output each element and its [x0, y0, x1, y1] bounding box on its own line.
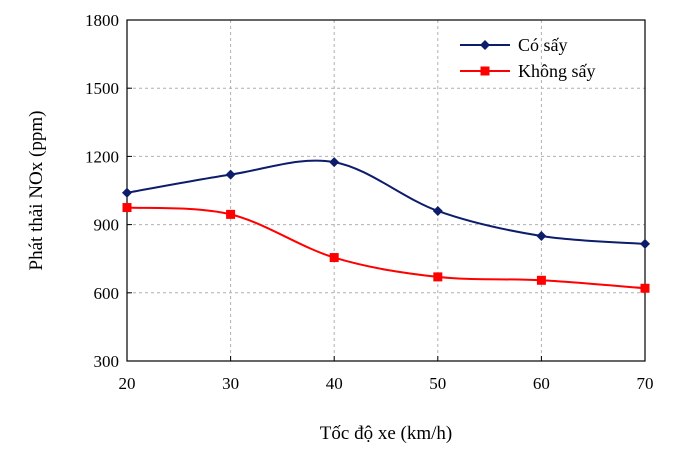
data-point: [225, 169, 236, 180]
x-tick-label: 60: [533, 374, 550, 393]
series-lines: [122, 157, 650, 293]
data-point: [536, 275, 546, 285]
series-co-say: [122, 157, 650, 249]
y-tick-label: 1500: [85, 79, 119, 98]
legend-item: Có sấy: [460, 35, 568, 55]
legend-item: Không sấy: [460, 61, 596, 81]
x-tick-label: 30: [222, 374, 239, 393]
data-point: [122, 203, 132, 213]
x-tick-label: 70: [637, 374, 654, 393]
data-point: [226, 209, 236, 219]
data-point: [432, 205, 443, 216]
data-point: [122, 187, 132, 198]
series-khong-say: [122, 203, 650, 293]
x-axis-ticks: 20 30 40 50 60 70: [119, 356, 654, 393]
grid: [127, 20, 645, 361]
legend-label: Không sấy: [518, 61, 596, 81]
legend-label: Có sấy: [518, 35, 568, 55]
data-point: [640, 283, 650, 293]
series-line: [126, 159, 646, 245]
y-axis-title: Phát thải NOx (ppm): [26, 111, 47, 271]
y-tick-label: 900: [94, 216, 120, 235]
series-line: [126, 206, 646, 290]
data-point: [329, 253, 339, 263]
y-axis-ticks: 300 600 900 1200 1500 1800: [85, 11, 132, 371]
legend-marker: [480, 40, 490, 50]
legend-marker: [480, 66, 490, 76]
data-point: [536, 230, 547, 241]
y-tick-label: 300: [94, 352, 120, 371]
legend: Có sấy Không sấy: [460, 35, 596, 81]
data-point: [433, 272, 443, 282]
y-tick-label: 600: [94, 284, 120, 303]
x-tick-label: 20: [119, 374, 136, 393]
y-tick-label: 1200: [85, 147, 119, 166]
x-tick-label: 50: [429, 374, 446, 393]
y-tick-label: 1800: [85, 11, 119, 30]
data-point: [640, 238, 650, 249]
x-axis-title: Tốc độ xe (km/h): [320, 423, 452, 444]
x-tick-label: 40: [326, 374, 343, 393]
data-point: [329, 157, 340, 168]
